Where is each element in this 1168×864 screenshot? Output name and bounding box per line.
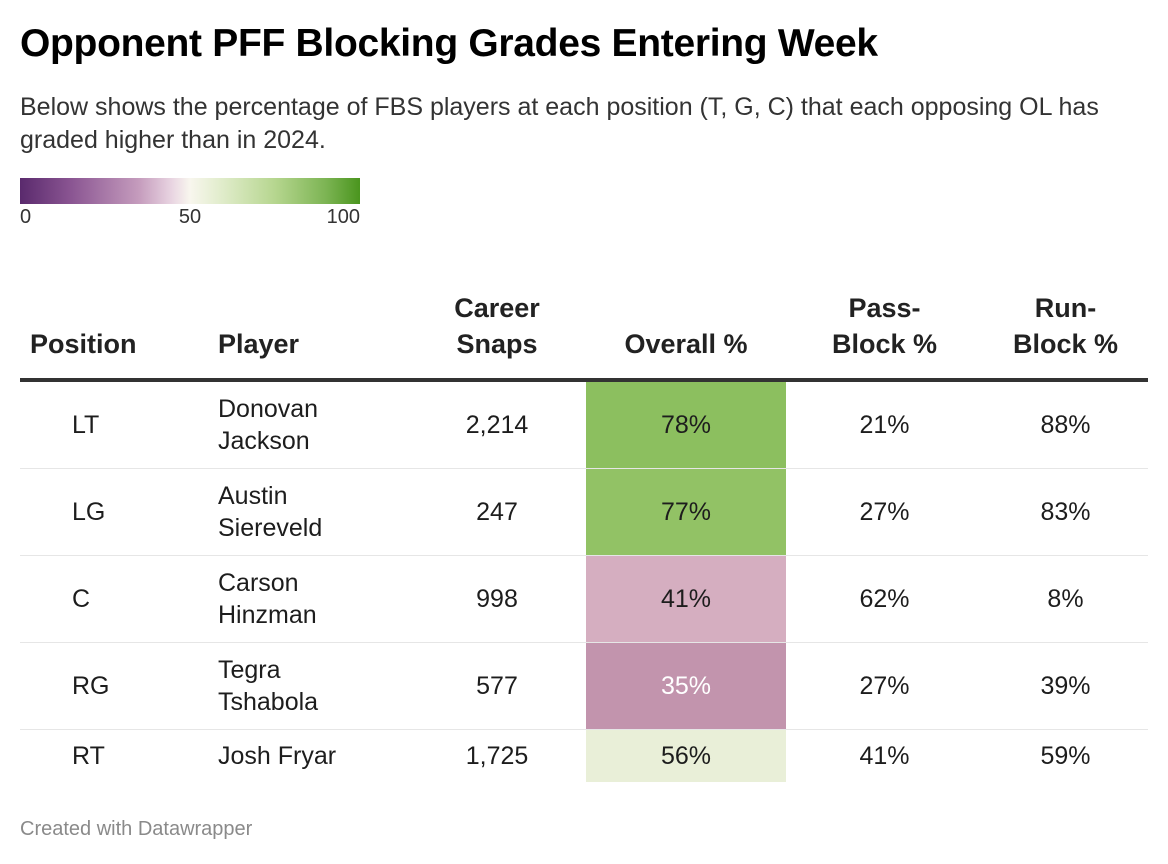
table-row: RG Tegra Tshabola 577 35% 27% 39% (20, 643, 1148, 730)
cell-overall: 35% (586, 643, 786, 729)
legend-ticks: 0 50 100 (20, 204, 360, 228)
header-pass-block[interactable]: Pass- Block % (831, 293, 938, 359)
header-position[interactable]: Position (30, 329, 137, 359)
cell-pass-block: 62% (859, 584, 910, 613)
header-run-block[interactable]: Run- Block % (1012, 293, 1119, 359)
cell-position: LT (72, 410, 100, 439)
cell-career-snaps: 247 (476, 497, 518, 526)
table-row: C Carson Hinzman 998 41% 62% 8% (20, 556, 1148, 643)
cell-career-snaps: 1,725 (465, 741, 529, 770)
cell-career-snaps: 998 (476, 584, 518, 613)
table-header: Position Player Career Snaps Overall % P… (20, 290, 1148, 382)
cell-position: C (72, 584, 91, 613)
legend-gradient-bar (20, 178, 360, 204)
cell-overall: 78% (586, 382, 786, 468)
cell-run-block: 83% (1040, 497, 1091, 526)
cell-position: LG (72, 497, 106, 526)
table-row: RT Josh Fryar 1,725 56% 41% 59% (20, 730, 1148, 782)
cell-position: RT (72, 741, 105, 770)
cell-pass-block: 27% (859, 671, 910, 700)
cell-pass-block: 41% (859, 741, 910, 770)
cell-run-block: 39% (1040, 671, 1091, 700)
cell-career-snaps: 2,214 (465, 410, 529, 439)
header-career-snaps[interactable]: Career Snaps (454, 293, 540, 359)
table-body: LT Donovan Jackson 2,214 78% 21% 88% LG Austin … (20, 382, 1148, 782)
data-table: Position Player Career Snaps Overall % P… (20, 290, 1148, 782)
legend-tick-min: 0 (20, 206, 32, 228)
cell-career-snaps: 577 (476, 671, 518, 700)
chart-subtitle: Below shows the percentage of FBS player… (20, 93, 1099, 154)
cell-player: Donovan Jackson (218, 395, 319, 455)
cell-pass-block: 21% (859, 410, 910, 439)
cell-player: Austin Siereveld (218, 482, 323, 542)
cell-run-block: 88% (1040, 410, 1091, 439)
cell-position: RG (72, 671, 110, 700)
header-overall[interactable]: Overall % (624, 329, 748, 359)
color-legend: 0 50 100 (20, 178, 360, 228)
cell-player: Tegra Tshabola (218, 656, 319, 716)
footer-credit: Created with Datawrapper (20, 818, 253, 840)
cell-pass-block: 27% (859, 497, 910, 526)
legend-tick-max: 100 (326, 206, 360, 228)
cell-overall: 56% (586, 730, 786, 782)
header-player[interactable]: Player (218, 329, 300, 359)
legend-tick-mid: 50 (178, 206, 202, 228)
cell-player: Carson Hinzman (218, 569, 317, 629)
table-row: LT Donovan Jackson 2,214 78% 21% 88% (20, 382, 1148, 469)
cell-run-block: 8% (1047, 584, 1084, 613)
cell-player: Josh Fryar (218, 742, 337, 770)
cell-overall: 41% (586, 556, 786, 642)
table-row: LG Austin Siereveld 247 77% 27% 83% (20, 469, 1148, 556)
chart-title: Opponent PFF Blocking Grades Entering We… (20, 22, 878, 65)
cell-run-block: 59% (1040, 741, 1091, 770)
cell-overall: 77% (586, 469, 786, 555)
